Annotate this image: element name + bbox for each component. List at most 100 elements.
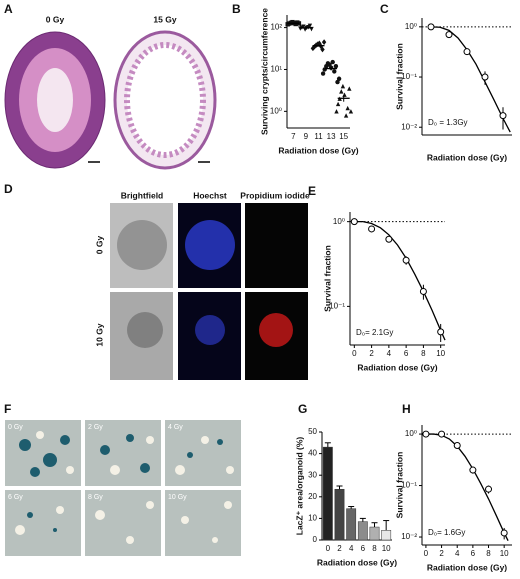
annotation: D₀= 2.1Gy — [356, 328, 393, 337]
panel-letter: G — [298, 402, 307, 416]
y-axis-label: Survival fraction — [394, 452, 404, 519]
x-tick-label: 6 — [404, 349, 409, 358]
x-tick-label: 2 — [369, 349, 374, 358]
x-tick-label: 10 — [382, 544, 391, 553]
data-point — [321, 39, 327, 45]
x-tick-label: 10 — [436, 349, 445, 358]
micrograph — [195, 315, 225, 345]
y-tick-label: 10 — [308, 514, 317, 523]
y-tick-label: 40 — [308, 449, 317, 458]
data-point — [330, 59, 335, 65]
data-point — [368, 225, 376, 233]
x-tick-label: 2 — [439, 549, 444, 558]
data-point — [336, 76, 342, 81]
y-tick-label: 10⁻² — [401, 532, 417, 541]
bar — [322, 446, 333, 541]
micrograph — [117, 220, 167, 270]
y-tick-label: 50 — [308, 427, 317, 436]
y-tick-label: 10⁰ — [270, 106, 282, 115]
image-label: 0 Gy — [46, 14, 65, 24]
y-tick-label: 10⁻¹ — [401, 481, 417, 490]
data-point — [332, 69, 337, 74]
x-tick-label: 13 — [327, 132, 336, 141]
image-label: 4 Gy — [168, 424, 183, 431]
micrograph — [85, 420, 161, 486]
fit-curve — [425, 433, 509, 541]
data-point — [437, 328, 445, 336]
micrograph — [245, 203, 308, 288]
x-tick-label: 7 — [291, 132, 296, 141]
x-tick-label: 0 — [326, 544, 331, 553]
image-label: 8 Gy — [88, 494, 103, 501]
panel-letter: B — [232, 2, 241, 16]
data-point — [339, 89, 344, 94]
y-tick-label: 10² — [270, 23, 282, 32]
x-tick-label: 0 — [352, 349, 357, 358]
data-point — [481, 73, 489, 81]
micrograph — [165, 420, 241, 486]
data-point — [320, 46, 325, 53]
x-tick-label: 15 — [339, 132, 348, 141]
x-axis-label: Radiation dose (Gy) — [357, 362, 437, 372]
image-label: 0 Gy — [8, 424, 23, 431]
data-point — [385, 235, 393, 243]
bar — [381, 530, 392, 541]
data-point — [422, 430, 430, 438]
data-point — [350, 218, 358, 226]
data-point — [340, 83, 346, 89]
column-header: Brightfield — [121, 190, 164, 200]
data-point — [402, 256, 410, 264]
organoid-blobs — [19, 434, 223, 532]
data-point — [334, 109, 339, 114]
data-point — [445, 31, 453, 39]
micrograph — [85, 490, 161, 556]
data-point — [307, 23, 313, 29]
y-tick-label: 10⁰ — [333, 217, 345, 226]
panel-letter: D — [4, 182, 13, 196]
data-point — [499, 112, 507, 120]
bar — [357, 521, 368, 541]
fit-curve — [430, 26, 511, 133]
data-point — [500, 529, 508, 537]
x-axis-label: Radiation dose (Gy) — [427, 562, 507, 572]
x-tick-label: 9 — [304, 132, 309, 141]
y-axis-label: Surviving crypts/circumference — [259, 8, 269, 135]
data-point — [335, 79, 340, 85]
x-tick-label: 4 — [387, 349, 392, 358]
fit-curve — [354, 221, 446, 341]
x-tick-label: 10 — [500, 549, 509, 558]
annotation: D₀ = 1.3Gy — [428, 118, 468, 127]
histology-image — [124, 42, 206, 158]
x-tick-label: 4 — [349, 544, 354, 553]
data-point — [301, 24, 306, 29]
bar — [334, 488, 345, 541]
x-tick-label: 11 — [314, 132, 323, 141]
row-label: 10 Gy — [94, 323, 104, 346]
y-tick-label: 10⁰ — [405, 429, 417, 438]
bar — [369, 526, 380, 541]
data-point — [347, 86, 352, 91]
micrograph — [185, 220, 235, 270]
image-label: 15 Gy — [153, 14, 176, 24]
micrograph — [127, 312, 163, 348]
y-tick-label: 20 — [308, 492, 317, 501]
x-tick-label: 4 — [455, 549, 460, 558]
data-point — [463, 48, 471, 56]
x-tick-label: 0 — [424, 549, 429, 558]
x-tick-label: 8 — [421, 349, 426, 358]
x-tick-label: 6 — [361, 544, 366, 553]
x-axis-label: Radiation dose (Gy) — [427, 152, 507, 162]
data-point — [469, 466, 477, 474]
x-tick-label: 6 — [471, 549, 476, 558]
histology-image — [37, 68, 73, 132]
column-header: Propidium iodide — [240, 190, 310, 200]
micrograph — [5, 420, 81, 486]
data-point — [485, 485, 493, 493]
row-label: 0 Gy — [94, 236, 104, 255]
x-tick-label: 8 — [372, 544, 377, 553]
image-label: 6 Gy — [8, 494, 23, 501]
y-axis-label: Survival fraction — [322, 245, 332, 312]
image-label: 2 Gy — [88, 424, 103, 431]
y-tick-label: 0 — [313, 535, 318, 544]
